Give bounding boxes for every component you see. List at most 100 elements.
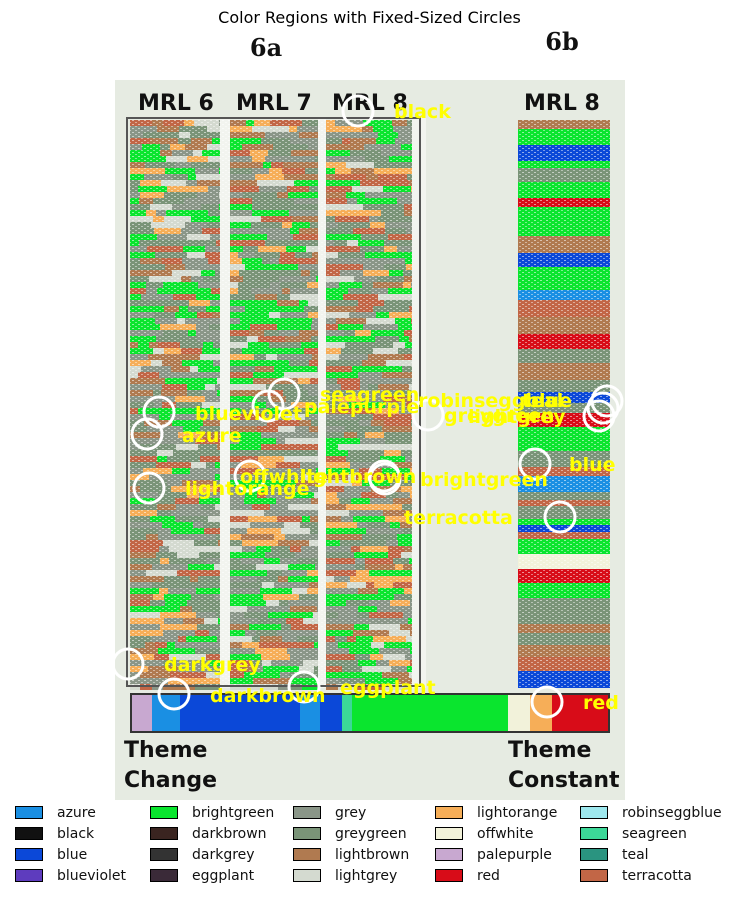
circle-azure: [130, 417, 164, 451]
legend-label: offwhite: [477, 825, 534, 842]
panel-a-label: 6a: [250, 33, 282, 62]
label-seagreen: seagreen: [320, 384, 419, 406]
circle-blue: [518, 447, 552, 481]
legend-item-eggplant: eggplant: [150, 867, 293, 884]
label-palepurple: palepurple: [304, 396, 419, 418]
circle-greygreen: [411, 398, 445, 432]
legend-swatch: [580, 806, 608, 819]
legend-label: lightorange: [477, 804, 558, 821]
theme-bar-segment: [508, 695, 530, 731]
label-lightorange: lightorange: [185, 478, 310, 500]
label-terracotta: terracotta: [404, 507, 513, 529]
legend-label: black: [57, 825, 95, 842]
legend-label: greygreen: [335, 825, 407, 842]
legend-item-lightorange: lightorange: [435, 804, 580, 821]
legend-label: lightbrown: [335, 846, 410, 863]
legend-swatch: [435, 806, 463, 819]
circle-darkgrey: [111, 647, 145, 681]
legend-swatch: [435, 869, 463, 882]
column-label-mrl7: MRL 7: [236, 91, 312, 116]
legend-label: darkgrey: [192, 846, 255, 863]
legend-item-grey: grey: [293, 804, 435, 821]
label-eggplant: eggplant: [340, 677, 436, 699]
legend-swatch: [435, 848, 463, 861]
legend-item-lightgrey: lightgrey: [293, 867, 435, 884]
legend-label: palepurple: [477, 846, 552, 863]
legend-label: lightgrey: [335, 867, 398, 884]
legend-item-terracotta: terracotta: [580, 867, 730, 884]
theme-bar-segment: [530, 695, 552, 731]
legend-label: darkbrown: [192, 825, 267, 842]
column-label-mrl6: MRL 6: [138, 91, 214, 116]
legend-item-azure: azure: [15, 804, 150, 821]
legend-label: blueviolet: [57, 867, 126, 884]
legend-swatch: [580, 869, 608, 882]
legend-item-blue: blue: [15, 846, 150, 863]
label-brightgreen: brightgreen: [420, 469, 548, 491]
label-red: red: [583, 692, 619, 714]
theme-change-line2: Change: [124, 768, 217, 793]
legend-swatch: [15, 827, 43, 840]
theme-constant-line1: Theme: [508, 738, 591, 763]
label-black: black: [394, 101, 451, 123]
theme-bar-segment: [132, 695, 152, 731]
theme-bar-segment: [320, 695, 342, 731]
legend-item-robinseggblue: robinseggblue: [580, 804, 730, 821]
legend-swatch: [150, 848, 178, 861]
panel-b-label: 6b: [545, 27, 578, 56]
legend-swatch: [293, 806, 321, 819]
legend-swatch: [150, 806, 178, 819]
legend-swatch: [150, 827, 178, 840]
circle-lightgrey: [582, 399, 616, 433]
panel-b-texture: [518, 120, 610, 688]
legend-swatch: [293, 827, 321, 840]
legend-item-palepurple: palepurple: [435, 846, 580, 863]
legend-label: azure: [57, 804, 96, 821]
legend-label: teal: [622, 846, 649, 863]
legend-swatch: [580, 848, 608, 861]
legend-swatch: [15, 869, 43, 882]
legend-swatch: [435, 827, 463, 840]
circle-terracotta: [543, 500, 577, 534]
theme-change-line1: Theme: [124, 738, 207, 763]
legend-item-darkbrown: darkbrown: [150, 825, 293, 842]
circle-eggplant: [287, 670, 321, 704]
legend-label: blue: [57, 846, 88, 863]
legend-label: grey: [335, 804, 367, 821]
label-lightgrey: lightgrey: [468, 406, 566, 428]
label-azure: azure: [182, 425, 242, 447]
legend-item-brightgreen: brightgreen: [150, 804, 293, 821]
legend-label: seagreen: [622, 825, 687, 842]
legend-swatch: [15, 848, 43, 861]
circle-brightgreen: [368, 462, 402, 496]
legend-label: terracotta: [622, 867, 692, 884]
label-blue: blue: [569, 454, 616, 476]
circle-black: [341, 94, 375, 128]
circle-lightorange: [132, 471, 166, 505]
theme-bar-segment: [152, 695, 180, 731]
label-teal: teal: [522, 390, 563, 412]
circle-offwhite: [233, 459, 267, 493]
theme-constant-line2: Constant: [508, 768, 620, 793]
theme-bar-segment: [342, 695, 352, 731]
circle-robinseggblue: [590, 384, 624, 418]
theme-bar-segment: [352, 695, 508, 731]
legend-swatch: [293, 869, 321, 882]
label-blueviolet: blueviolet: [195, 403, 302, 425]
legend-swatch: [580, 827, 608, 840]
label-darkgrey: darkgrey: [164, 654, 261, 676]
legend-swatch: [15, 806, 43, 819]
label-darkbrown: darkbrown: [210, 685, 326, 707]
label-offwhite: offwhite: [240, 466, 328, 488]
legend-item-greygreen: greygreen: [293, 825, 435, 842]
theme-bar-frame: [130, 693, 610, 733]
theme-bar-segment: [300, 695, 320, 731]
legend-item-red: red: [435, 867, 580, 884]
legend-item-darkgrey: darkgrey: [150, 846, 293, 863]
chart-title: Color Regions with Fixed-Sized Circles: [218, 8, 521, 27]
legend-item-blueviolet: blueviolet: [15, 867, 150, 884]
column-label-mrl8-right: MRL 8: [524, 91, 600, 116]
legend-item-offwhite: offwhite: [435, 825, 580, 842]
legend-label: robinseggblue: [622, 804, 722, 821]
